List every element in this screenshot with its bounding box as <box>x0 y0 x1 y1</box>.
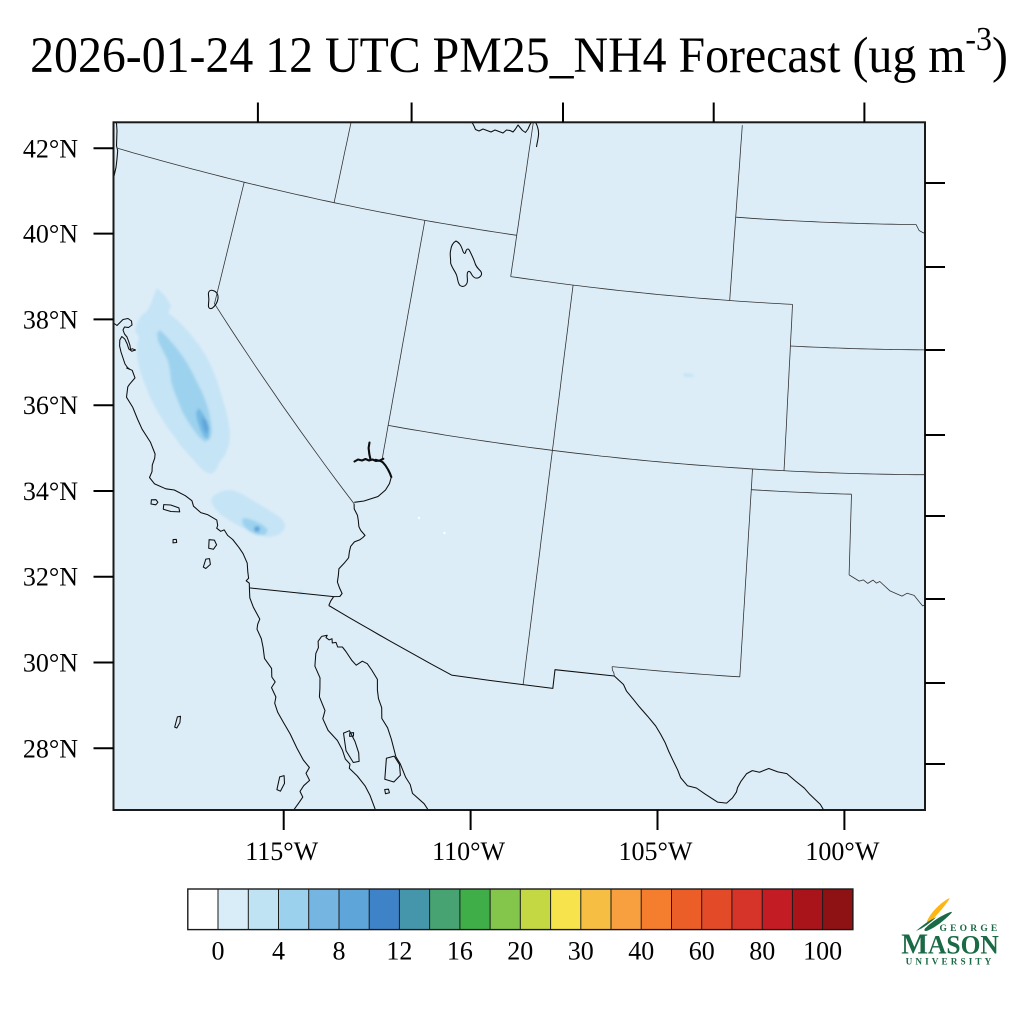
svg-text:36°N: 36°N <box>23 391 78 420</box>
svg-text:100°W: 100°W <box>805 837 879 866</box>
svg-text:40°N: 40°N <box>23 220 78 249</box>
svg-text:UNIVERSITY: UNIVERSITY <box>906 957 995 967</box>
svg-text:105°W: 105°W <box>619 837 693 866</box>
svg-text:0: 0 <box>212 937 225 966</box>
svg-text:MASON: MASON <box>901 928 999 960</box>
svg-text:38°N: 38°N <box>23 305 78 334</box>
svg-text:GEORGE: GEORGE <box>940 924 1001 934</box>
svg-text:60: 60 <box>689 937 715 966</box>
svg-text:34°N: 34°N <box>23 477 78 506</box>
svg-text:16: 16 <box>447 937 473 966</box>
svg-text:4: 4 <box>272 937 285 966</box>
svg-text:32°N: 32°N <box>23 563 78 592</box>
svg-text:110°W: 110°W <box>432 837 505 866</box>
svg-text:20: 20 <box>507 937 533 966</box>
svg-text:42°N: 42°N <box>23 134 78 163</box>
svg-text:12: 12 <box>386 937 412 966</box>
svg-text:28°N: 28°N <box>23 734 78 763</box>
svg-text:100: 100 <box>803 937 842 966</box>
svg-text:30: 30 <box>568 937 594 966</box>
svg-text:30°N: 30°N <box>23 649 78 678</box>
svg-text:2026-01-24 12 UTC PM25_NH4 For: 2026-01-24 12 UTC PM25_NH4 Forecast (ug … <box>30 21 1008 83</box>
svg-text:40: 40 <box>628 937 654 966</box>
svg-text:80: 80 <box>749 937 775 966</box>
svg-text:8: 8 <box>333 937 346 966</box>
svg-text:115°W: 115°W <box>245 837 318 866</box>
